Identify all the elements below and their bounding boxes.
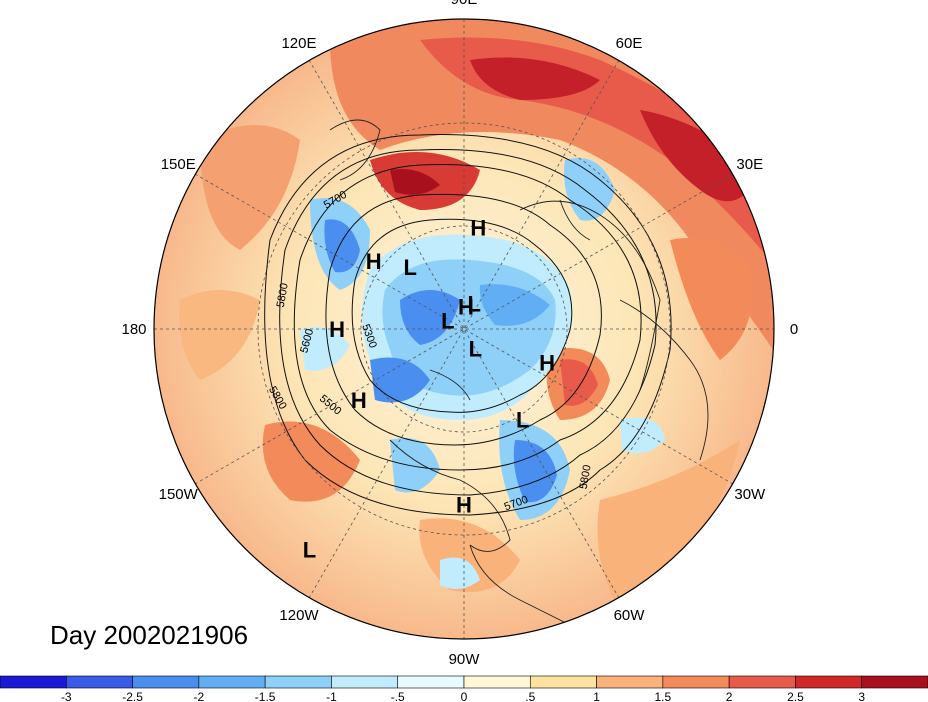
- low-pressure-marker: L: [468, 292, 481, 317]
- colorbar-box: [331, 675, 399, 689]
- colorbar-box: [65, 675, 133, 689]
- colorbar-box: [596, 675, 664, 689]
- longitude-label: 0: [790, 321, 798, 338]
- longitude-label: 60E: [616, 35, 643, 52]
- longitude-label: 180: [121, 321, 146, 338]
- longitude-label: 60W: [614, 607, 646, 624]
- colorbar-tick-label: 2: [726, 690, 733, 702]
- longitude-label: 120E: [281, 35, 316, 52]
- map-boundary: [153, 18, 775, 640]
- colorbar-tick-label: 2.5: [787, 690, 804, 702]
- anomaly-field: [154, 19, 774, 639]
- colorbar-tick-label: 0: [461, 690, 468, 702]
- longitude-label: 150E: [161, 156, 196, 173]
- longitude-label: 30E: [736, 156, 763, 173]
- longitude-labels: 90E 60E 30E 0 30W 60W 90W 120W 150W 180 150E 120E: [121, 0, 798, 668]
- colorbar-box: [264, 675, 332, 689]
- colorbar-box: [463, 675, 531, 689]
- colorbar-tick-label: -1.5: [255, 690, 276, 702]
- colorbar-tick-label: .5: [525, 690, 535, 702]
- colorbar-box: [397, 675, 465, 689]
- low-pressure-marker: L: [403, 255, 416, 280]
- colorbar-box: [795, 675, 863, 689]
- colorbar-tick-label: -2: [194, 690, 205, 702]
- colorbar-ticks: -3 -2.5 -2 -1.5 -1 -.5 0 .5 1 1.5 2 2.5 3: [61, 690, 865, 702]
- date-title: Day 2002021906: [50, 620, 249, 650]
- colorbar-box: [198, 675, 266, 689]
- colorbar-box: [861, 675, 928, 689]
- colorbar-tick-label: 1.5: [655, 690, 672, 702]
- colorbar-box: [0, 675, 67, 689]
- high-pressure-marker: H: [351, 388, 367, 413]
- graticule: [154, 19, 774, 639]
- longitude-label: 90E: [451, 0, 478, 8]
- longitude-label: 90W: [449, 651, 481, 668]
- colorbar-box: [662, 675, 730, 689]
- high-pressure-marker: H: [470, 216, 486, 241]
- colorbar: -3 -2.5 -2 -1.5 -1 -.5 0 .5 1 1.5 2 2.5 3: [0, 675, 928, 702]
- high-pressure-marker: H: [539, 351, 555, 376]
- colorbar-tick-label: -3: [61, 690, 72, 702]
- contour-label: 5800: [275, 282, 291, 308]
- colorbar-box: [529, 675, 597, 689]
- high-pressure-marker: H: [329, 317, 345, 342]
- colorbar-tick-label: -2.5: [122, 690, 143, 702]
- colorbar-tick-label: 1: [593, 690, 600, 702]
- low-pressure-marker: L: [441, 309, 454, 334]
- colorbar-tick-label: 3: [858, 690, 865, 702]
- high-pressure-marker: H: [456, 492, 472, 517]
- colorbar-tick-label: -1: [326, 690, 337, 702]
- high-pressure-marker: H: [458, 294, 474, 319]
- longitude-label: 120W: [279, 607, 319, 624]
- longitude-label: 150W: [159, 486, 199, 503]
- low-pressure-marker: L: [516, 407, 529, 432]
- colorbar-boxes: [0, 675, 928, 689]
- contour-label: 5800: [578, 464, 594, 490]
- low-pressure-marker: L: [469, 337, 482, 362]
- low-pressure-marker: L: [303, 538, 316, 563]
- polar-stereographic-map: 90E 60E 30E 0 30W 60W 90W 120W 150W 180 150E 120E H…: [121, 0, 798, 668]
- longitude-label: 30W: [734, 486, 766, 503]
- colorbar-box: [728, 675, 796, 689]
- high-pressure-marker: H: [366, 249, 382, 274]
- colorbar-box: [132, 675, 200, 689]
- colorbar-tick-label: -.5: [391, 690, 405, 702]
